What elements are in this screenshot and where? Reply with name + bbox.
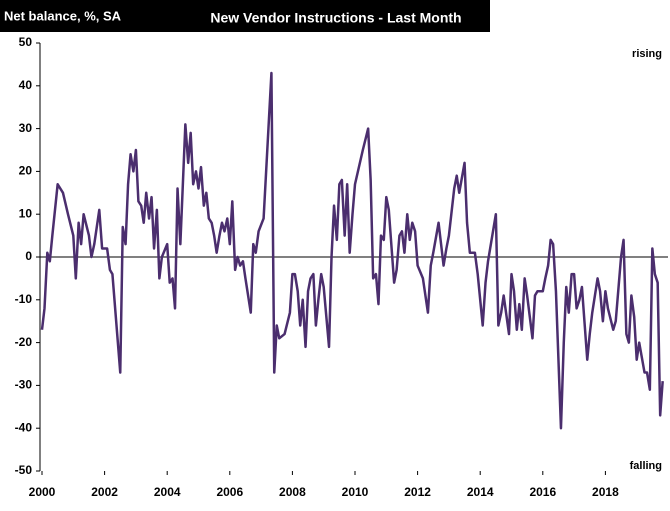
x-tick-label: 2018 <box>592 485 619 499</box>
x-tick-label: 2006 <box>216 485 243 499</box>
y-axis-label: Net balance, %, SA <box>4 8 122 23</box>
y-tick-label: -20 <box>15 335 33 349</box>
x-tick-label: 2000 <box>29 485 56 499</box>
annotation: falling <box>630 460 662 472</box>
y-tick-label: 40 <box>19 78 33 92</box>
chart-title: New Vendor Instructions - Last Month <box>210 10 461 26</box>
y-tick-label: -10 <box>15 292 33 306</box>
y-tick-label: -50 <box>15 463 33 477</box>
y-tick-label: 10 <box>19 206 33 220</box>
y-tick-label: 50 <box>19 35 33 49</box>
x-tick-label: 2016 <box>529 485 556 499</box>
x-tick-label: 2012 <box>404 485 431 499</box>
y-tick-label: 0 <box>25 249 32 263</box>
line <box>40 71 664 430</box>
y-tick-label: 30 <box>19 121 33 135</box>
x-tick-label: 2008 <box>279 485 306 499</box>
y-tick-label: -30 <box>15 378 33 392</box>
y-tick-label: -40 <box>15 420 33 434</box>
annotation: rising <box>632 48 662 60</box>
x-tick-label: 2010 <box>342 485 369 499</box>
x-tick-label: 2002 <box>91 485 118 499</box>
header-bar <box>0 0 490 32</box>
x-tick-label: 2014 <box>467 485 494 499</box>
y-tick-label: 20 <box>19 164 33 178</box>
x-tick-label: 2004 <box>154 485 181 499</box>
